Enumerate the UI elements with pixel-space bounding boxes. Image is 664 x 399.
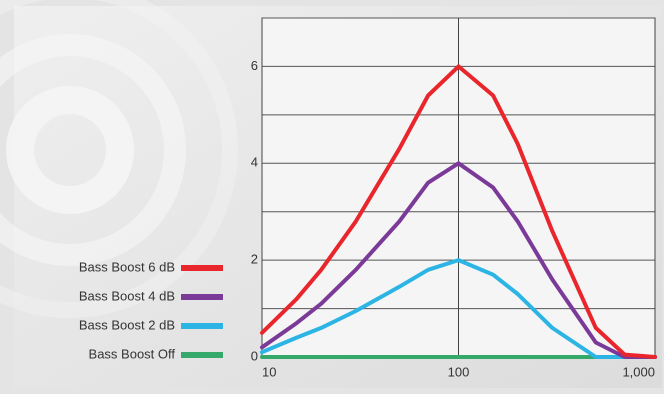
y-tick-label: 6 <box>251 58 258 73</box>
series-line <box>260 258 657 359</box>
legend-label: Bass Boost Off <box>89 346 176 361</box>
y-tick-label: 4 <box>251 155 258 170</box>
decoration <box>0 0 238 318</box>
legend-label: Bass Boost 4 dB <box>79 288 175 303</box>
x-tick-label: 100 <box>448 364 470 379</box>
legend-label: Bass Boost 6 dB <box>79 259 175 274</box>
legend-swatch <box>181 352 223 358</box>
legend-swatch <box>181 323 223 329</box>
x-tick-label: 1,000 <box>622 364 655 379</box>
legend-swatch <box>181 265 223 271</box>
y-tick-label: 2 <box>251 252 258 267</box>
x-tick-label: 10 <box>262 364 276 379</box>
legend-label: Bass Boost 2 dB <box>79 317 175 332</box>
series-line <box>260 64 657 359</box>
y-tick-label: 0 <box>251 348 258 363</box>
legend-swatch <box>181 294 223 300</box>
series-line <box>260 161 657 359</box>
